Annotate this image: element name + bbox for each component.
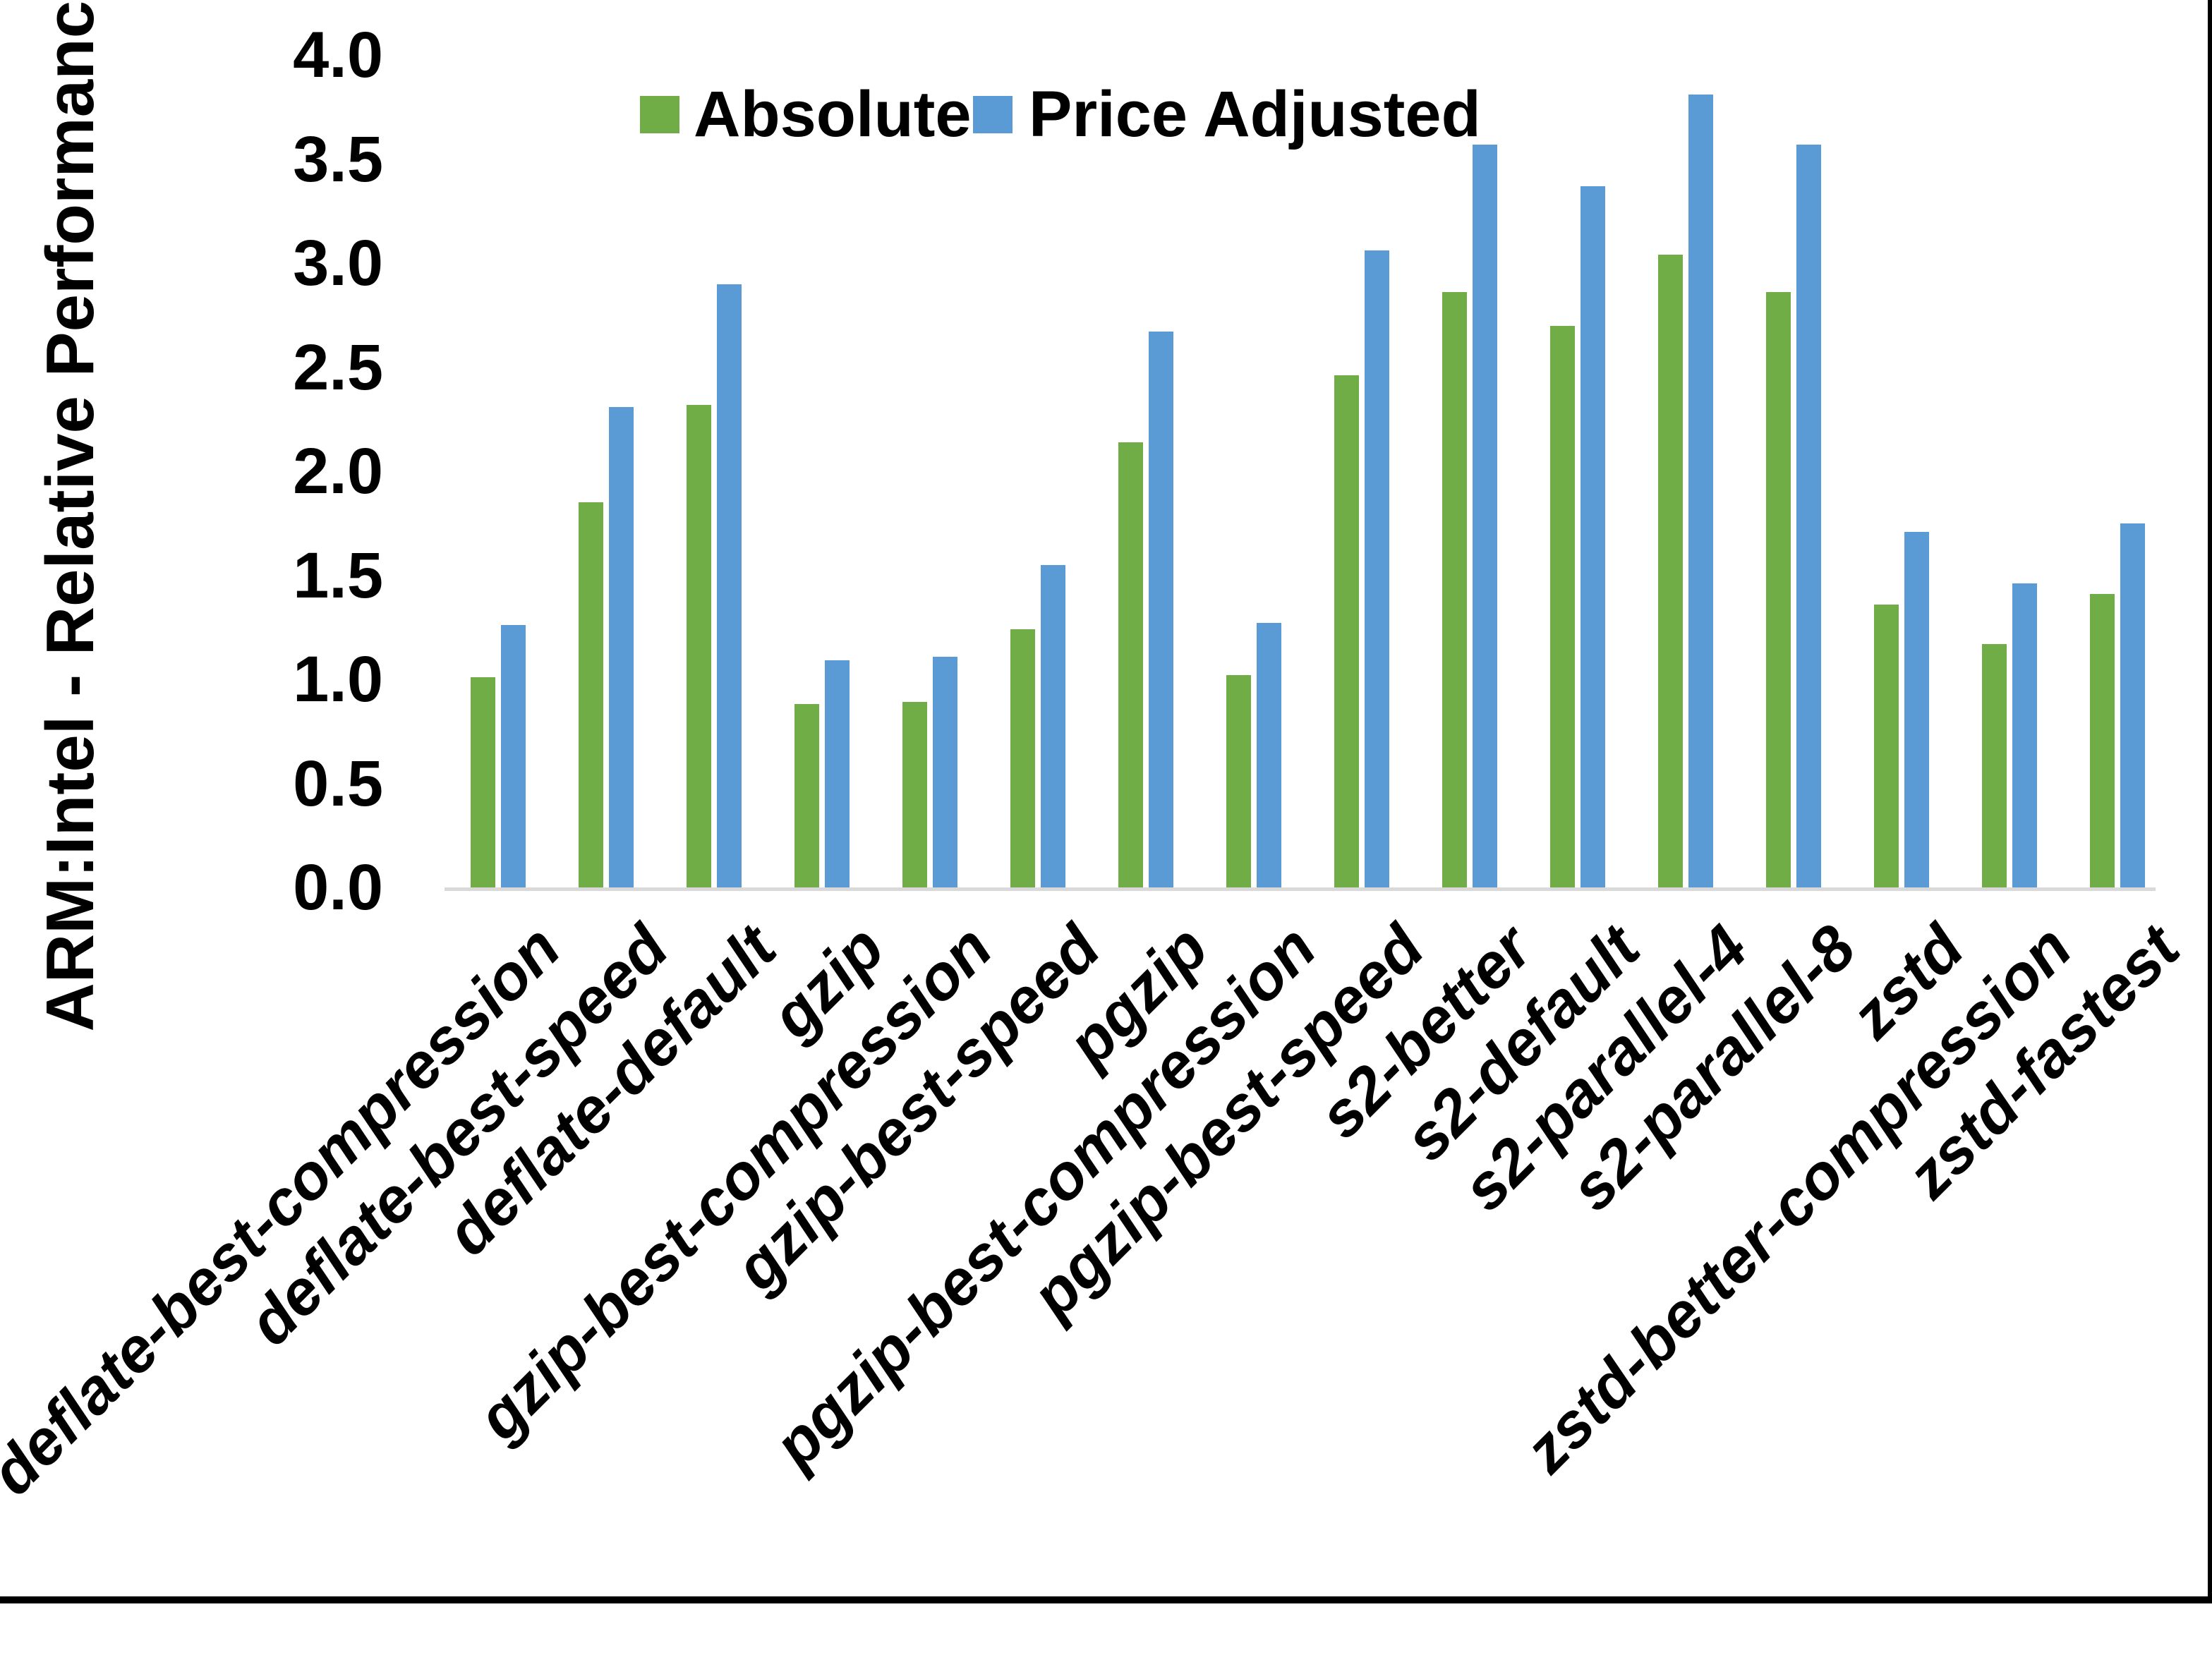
bar-price-adjusted-s2-better [1473,144,1497,887]
bar-price-adjusted-zstd-better-compression [2012,583,2037,887]
bar-absolute-s2-parallel-4 [1658,255,1683,887]
y-axis-tick-label: 2.5 [293,331,383,404]
y-axis-tick-label: 3.5 [293,123,383,195]
screenshot-edge-bottom [0,1596,2212,1603]
y-axis-tick-label: 1.0 [293,643,383,715]
y-axis-tick-label: 3.0 [293,227,383,299]
y-axis-tick-label: 0.5 [293,747,383,820]
legend-swatch-price-adjusted-icon [973,96,1013,133]
bar-price-adjusted-zstd [1904,531,1929,887]
x-axis-line [445,887,2156,891]
bar-absolute-pgzip-best-compression [1226,675,1251,887]
legend-swatch-absolute-icon [640,96,679,133]
bar-price-adjusted-gzip-best-compression [933,656,957,887]
bar-absolute-zstd-better-compression [1982,643,2007,887]
legend-label-absolute: Absolute [694,78,972,150]
bar-price-adjusted-zstd-fastest [2120,523,2145,887]
bar-price-adjusted-pgzip [1149,332,1173,887]
y-axis-tick-label: 0.0 [293,851,383,923]
bar-price-adjusted-deflate-best-compression [501,625,526,887]
chart-canvas: ARM:Intel - Relative Performance Absolut… [0,0,2212,1603]
bar-absolute-s2-default [1550,325,1575,887]
bar-absolute-zstd [1874,604,1899,887]
bar-absolute-zstd-fastest [2090,594,2115,887]
bar-price-adjusted-deflate-best-speed [609,406,634,887]
bar-absolute-deflate-default [687,404,711,887]
bar-absolute-pgzip [1118,442,1143,887]
bar-price-adjusted-gzip-best-speed [1041,564,1065,887]
y-axis-tick-label: 2.0 [293,435,383,507]
bar-absolute-pgzip-best-speed [1334,375,1359,887]
bar-absolute-gzip-best-speed [1010,629,1035,887]
bar-price-adjusted-s2-parallel-4 [1688,95,1713,887]
y-axis-title: ARM:Intel - Relative Performance [32,0,108,1032]
bar-price-adjusted-s2-parallel-8 [1796,144,1821,887]
bar-price-adjusted-deflate-default [717,284,742,887]
bar-absolute-gzip-best-compression [902,702,927,887]
bar-price-adjusted-gzip [825,660,850,887]
bar-price-adjusted-pgzip-best-compression [1257,623,1281,887]
legend-label-price-adjusted: Price Adjusted [1029,78,1481,150]
bar-price-adjusted-pgzip-best-speed [1365,250,1389,887]
bar-absolute-s2-parallel-8 [1766,292,1791,887]
bar-price-adjusted-s2-default [1581,186,1605,887]
bar-absolute-deflate-best-speed [579,502,603,887]
bar-absolute-gzip [794,704,819,887]
bar-absolute-deflate-best-compression [471,677,495,887]
y-axis-tick-label: 1.5 [293,539,383,612]
y-axis-tick-label: 4.0 [293,19,383,91]
screenshot-edge-right [2208,0,2212,1603]
bar-absolute-s2-better [1442,292,1467,887]
